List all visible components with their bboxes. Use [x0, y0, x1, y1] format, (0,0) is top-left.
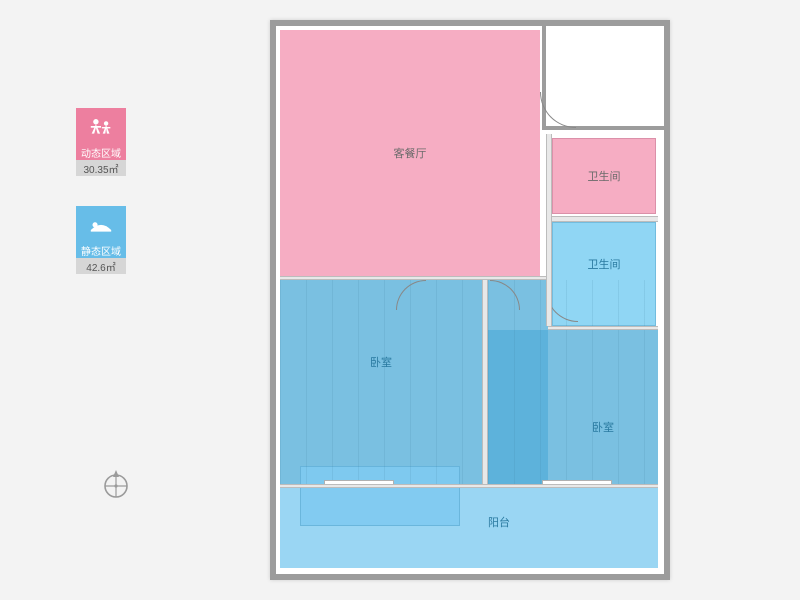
- wall-h4: [548, 326, 658, 330]
- wall-h2: [548, 216, 658, 222]
- legend-panel: 动态区域 30.35㎡ 静态区域 42.6㎡: [76, 108, 126, 304]
- room-balcony-left: [300, 466, 460, 526]
- wall-v1: [482, 280, 488, 486]
- wall-h3: [280, 484, 658, 488]
- legend-dynamic-icon: [76, 108, 126, 144]
- room-balcony-label: 阳台: [488, 514, 510, 530]
- room-bath1: 卫生间: [552, 138, 656, 214]
- wall-v2: [546, 134, 552, 326]
- room-bath2-label: 卫生间: [588, 256, 621, 272]
- legend-static-icon: [76, 206, 126, 242]
- legend-static: 静态区域 42.6㎡: [76, 206, 126, 274]
- room-living-label: 客餐厅: [394, 145, 427, 161]
- people-icon: [84, 113, 118, 139]
- room-bedroom1: 卧室: [280, 280, 482, 484]
- wall-h1: [280, 276, 548, 280]
- room-living: 客餐厅: [280, 30, 540, 276]
- legend-static-label: 静态区域: [76, 242, 126, 258]
- sleep-icon: [84, 211, 118, 237]
- legend-static-value: 42.6㎡: [76, 258, 126, 274]
- legend-dynamic: 动态区域 30.35㎡: [76, 108, 126, 176]
- compass-icon: [100, 468, 132, 500]
- room-bath1-label: 卫生间: [588, 168, 621, 184]
- floorplan-frame: 客餐厅 卫生间 卫生间 卧室 卧室 阳台: [270, 20, 670, 580]
- legend-dynamic-value: 30.35㎡: [76, 160, 126, 176]
- room-bedroom1-label: 卧室: [370, 354, 392, 370]
- room-bedroom2b: 卧室: [488, 330, 658, 484]
- legend-dynamic-label: 动态区域: [76, 144, 126, 160]
- floorplan: 客餐厅 卫生间 卫生间 卧室 卧室 阳台: [276, 26, 664, 574]
- room-bedroom2-label: 卧室: [592, 419, 614, 435]
